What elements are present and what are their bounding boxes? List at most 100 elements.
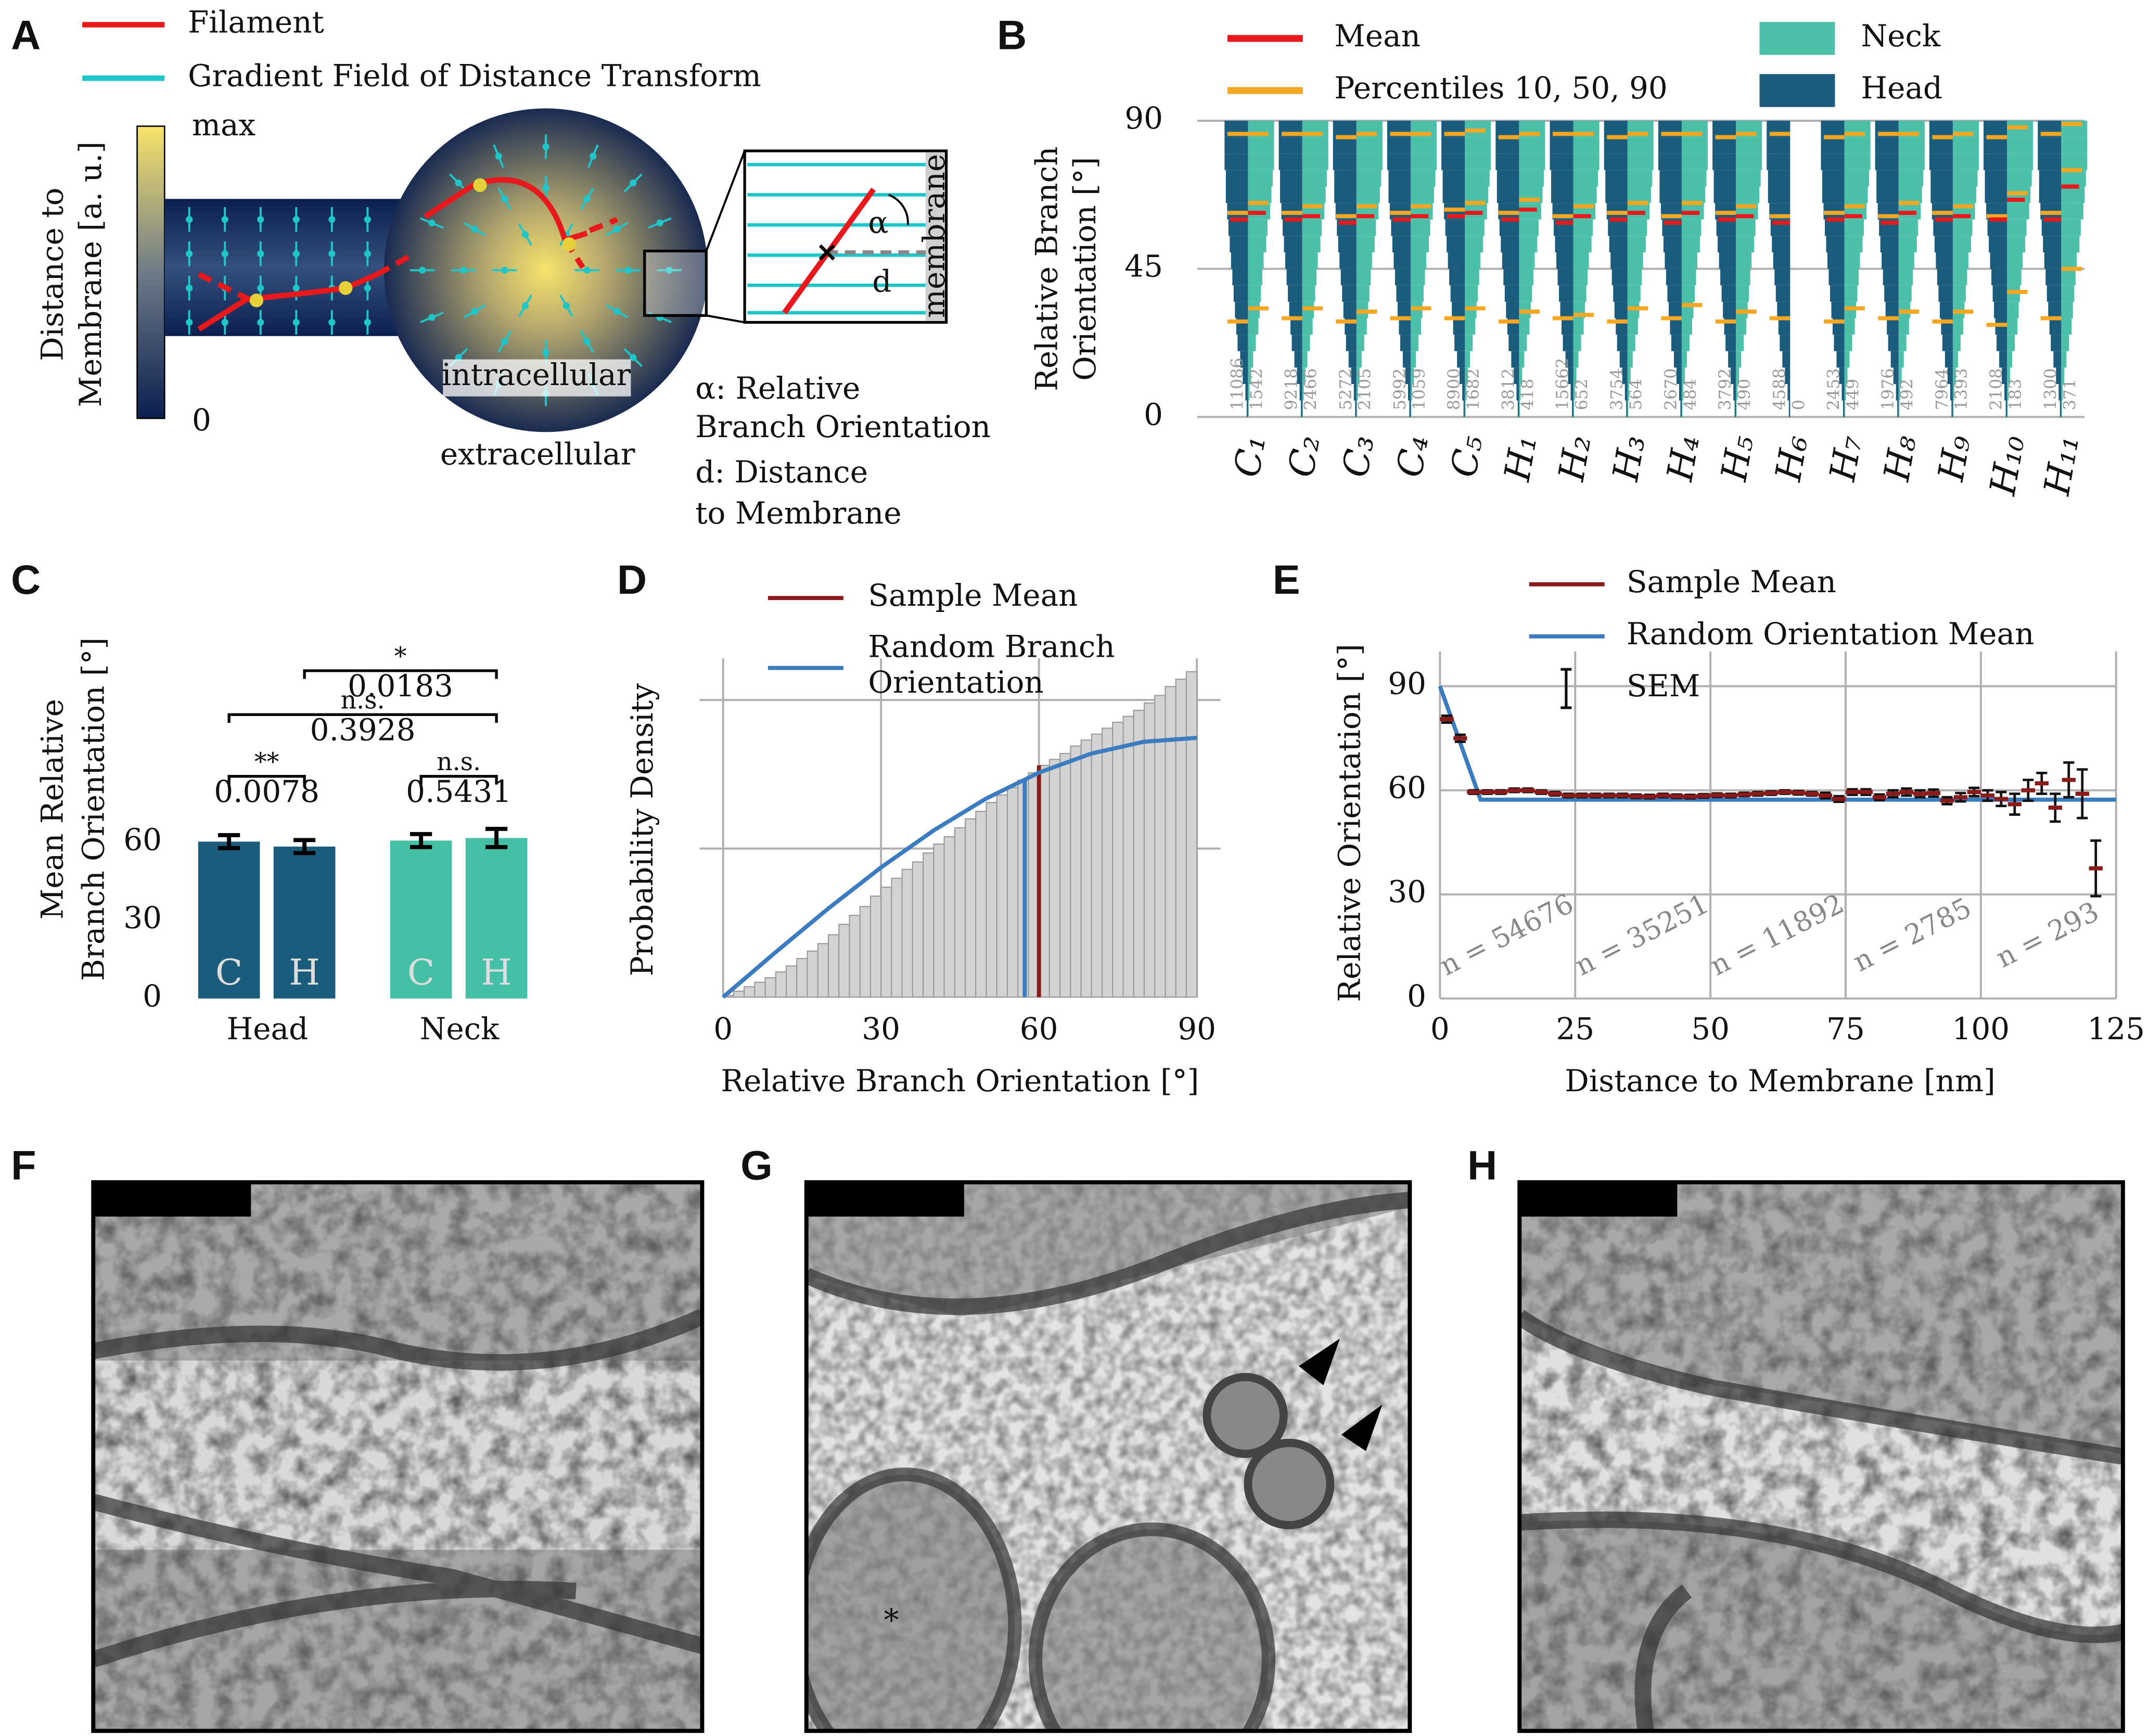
histogram-bar [1774, 269, 1790, 286]
histogram-bar [1301, 400, 1302, 417]
histogram-bar [1736, 137, 1762, 154]
x-tick-label: 125 [2087, 1011, 2145, 1046]
count-label: 3754 [1608, 368, 1627, 410]
histogram-bar [2007, 269, 2022, 286]
histogram-bar [1844, 252, 1860, 269]
histogram-bar [1122, 716, 1134, 998]
histogram-bar [1356, 318, 1367, 335]
histogram-bar [1936, 252, 1953, 269]
histogram-bar [1449, 269, 1465, 286]
histogram-bar [1573, 186, 1597, 203]
colorbar-max: max [192, 107, 255, 143]
x-tick-label: H₁₁ [2036, 432, 2088, 499]
histogram-bar [1573, 170, 1598, 187]
count-label: 449 [1844, 379, 1862, 410]
histogram-bar [1333, 137, 1357, 154]
count-annotation: n = 2785 [1848, 892, 1977, 978]
histogram-bar [1280, 186, 1302, 203]
histogram-bar [2007, 335, 2015, 351]
histogram-bar [1937, 269, 1953, 286]
histogram-bar [1225, 170, 1248, 187]
histogram-bar [2007, 137, 2033, 154]
panel-label: F [11, 1142, 36, 1188]
branch-point [338, 281, 353, 295]
x-axis-label: Relative Branch Orientation [°] [721, 1063, 1199, 1099]
histogram-bar [1573, 351, 1579, 368]
x-tick-label: H₃ [1605, 432, 1654, 485]
histogram-bar [1613, 285, 1628, 302]
histogram-bar [2005, 400, 2007, 417]
histogram-bar [1519, 252, 1535, 269]
histogram-bar [1228, 219, 1248, 236]
histogram-bar [1514, 367, 1519, 385]
histogram-bar [1681, 236, 1700, 253]
histogram-bar [838, 924, 850, 998]
histogram-bar [1725, 335, 1736, 351]
histogram-bar [2043, 236, 2062, 253]
histogram-bar [1887, 318, 1899, 335]
histogram-bar [986, 802, 997, 998]
histogram-bar [1224, 137, 1248, 154]
x-tick-label: Neck [420, 1011, 500, 1046]
histogram-bar [1844, 351, 1850, 368]
histogram-bar [1294, 351, 1302, 368]
histogram-bar [1519, 384, 1521, 401]
count-label: 9218 [1283, 368, 1301, 410]
histogram-bar [1248, 367, 1251, 385]
histogram-bar [1987, 219, 2007, 236]
count-label: 5272 [1337, 368, 1355, 410]
count-label: 2453 [1825, 368, 1844, 410]
histogram-bar [1827, 252, 1845, 269]
histogram-bar [1627, 269, 1642, 286]
histogram-bar [2061, 367, 2065, 385]
x-tick-label: C₅ [1443, 432, 1491, 480]
count-label: 371 [2061, 379, 2079, 410]
error-bar [485, 826, 508, 849]
field-dot [292, 216, 300, 223]
histogram-bar [1453, 318, 1465, 335]
count-label: 1059 [1410, 368, 1429, 410]
histogram-bar [2053, 351, 2062, 368]
histogram-bar [1898, 384, 1900, 401]
p-value: 0.5431 [406, 774, 511, 809]
histogram-bar [1447, 236, 1465, 253]
histogram-bar [1289, 301, 1302, 318]
histogram-bar [1882, 252, 1899, 269]
histogram-bar [869, 895, 882, 998]
histogram-bar [975, 811, 987, 998]
histogram-bar [1893, 367, 1899, 385]
histogram-bar [2007, 400, 2008, 417]
histogram-bar [1519, 269, 1533, 286]
histogram-bar [1351, 367, 1357, 385]
histogram-bar [1340, 269, 1357, 286]
field-dot [562, 302, 570, 310]
histogram-bar [880, 886, 892, 998]
histogram-bar [1605, 170, 1628, 187]
histogram-bar [2060, 400, 2062, 417]
histogram-bar [1006, 787, 1019, 998]
histogram-bar [1573, 318, 1584, 335]
histogram-bar [2061, 351, 2067, 368]
histogram-bar [1736, 318, 1747, 335]
field-dot [501, 338, 508, 345]
histogram-bar [2002, 367, 2007, 385]
histogram-bar [1356, 367, 1360, 385]
histogram-bar [1875, 154, 1899, 170]
histogram-bar [1445, 219, 1465, 236]
histogram-bar [1681, 384, 1683, 401]
histogram-bar [1460, 367, 1465, 385]
histogram-bar [1898, 400, 1900, 417]
histogram-bar [1821, 137, 1845, 154]
field-dot [471, 225, 478, 233]
histogram-bar [1572, 400, 1574, 417]
histogram-bar [1952, 236, 1971, 253]
histogram-bar [1302, 384, 1304, 401]
histogram-bar [1454, 335, 1465, 351]
reference-line [1438, 685, 2116, 802]
field-dot [186, 318, 193, 326]
histogram-bar [1356, 252, 1372, 269]
histogram-bar [2044, 252, 2062, 269]
count-label: 11086 [1228, 358, 1247, 411]
